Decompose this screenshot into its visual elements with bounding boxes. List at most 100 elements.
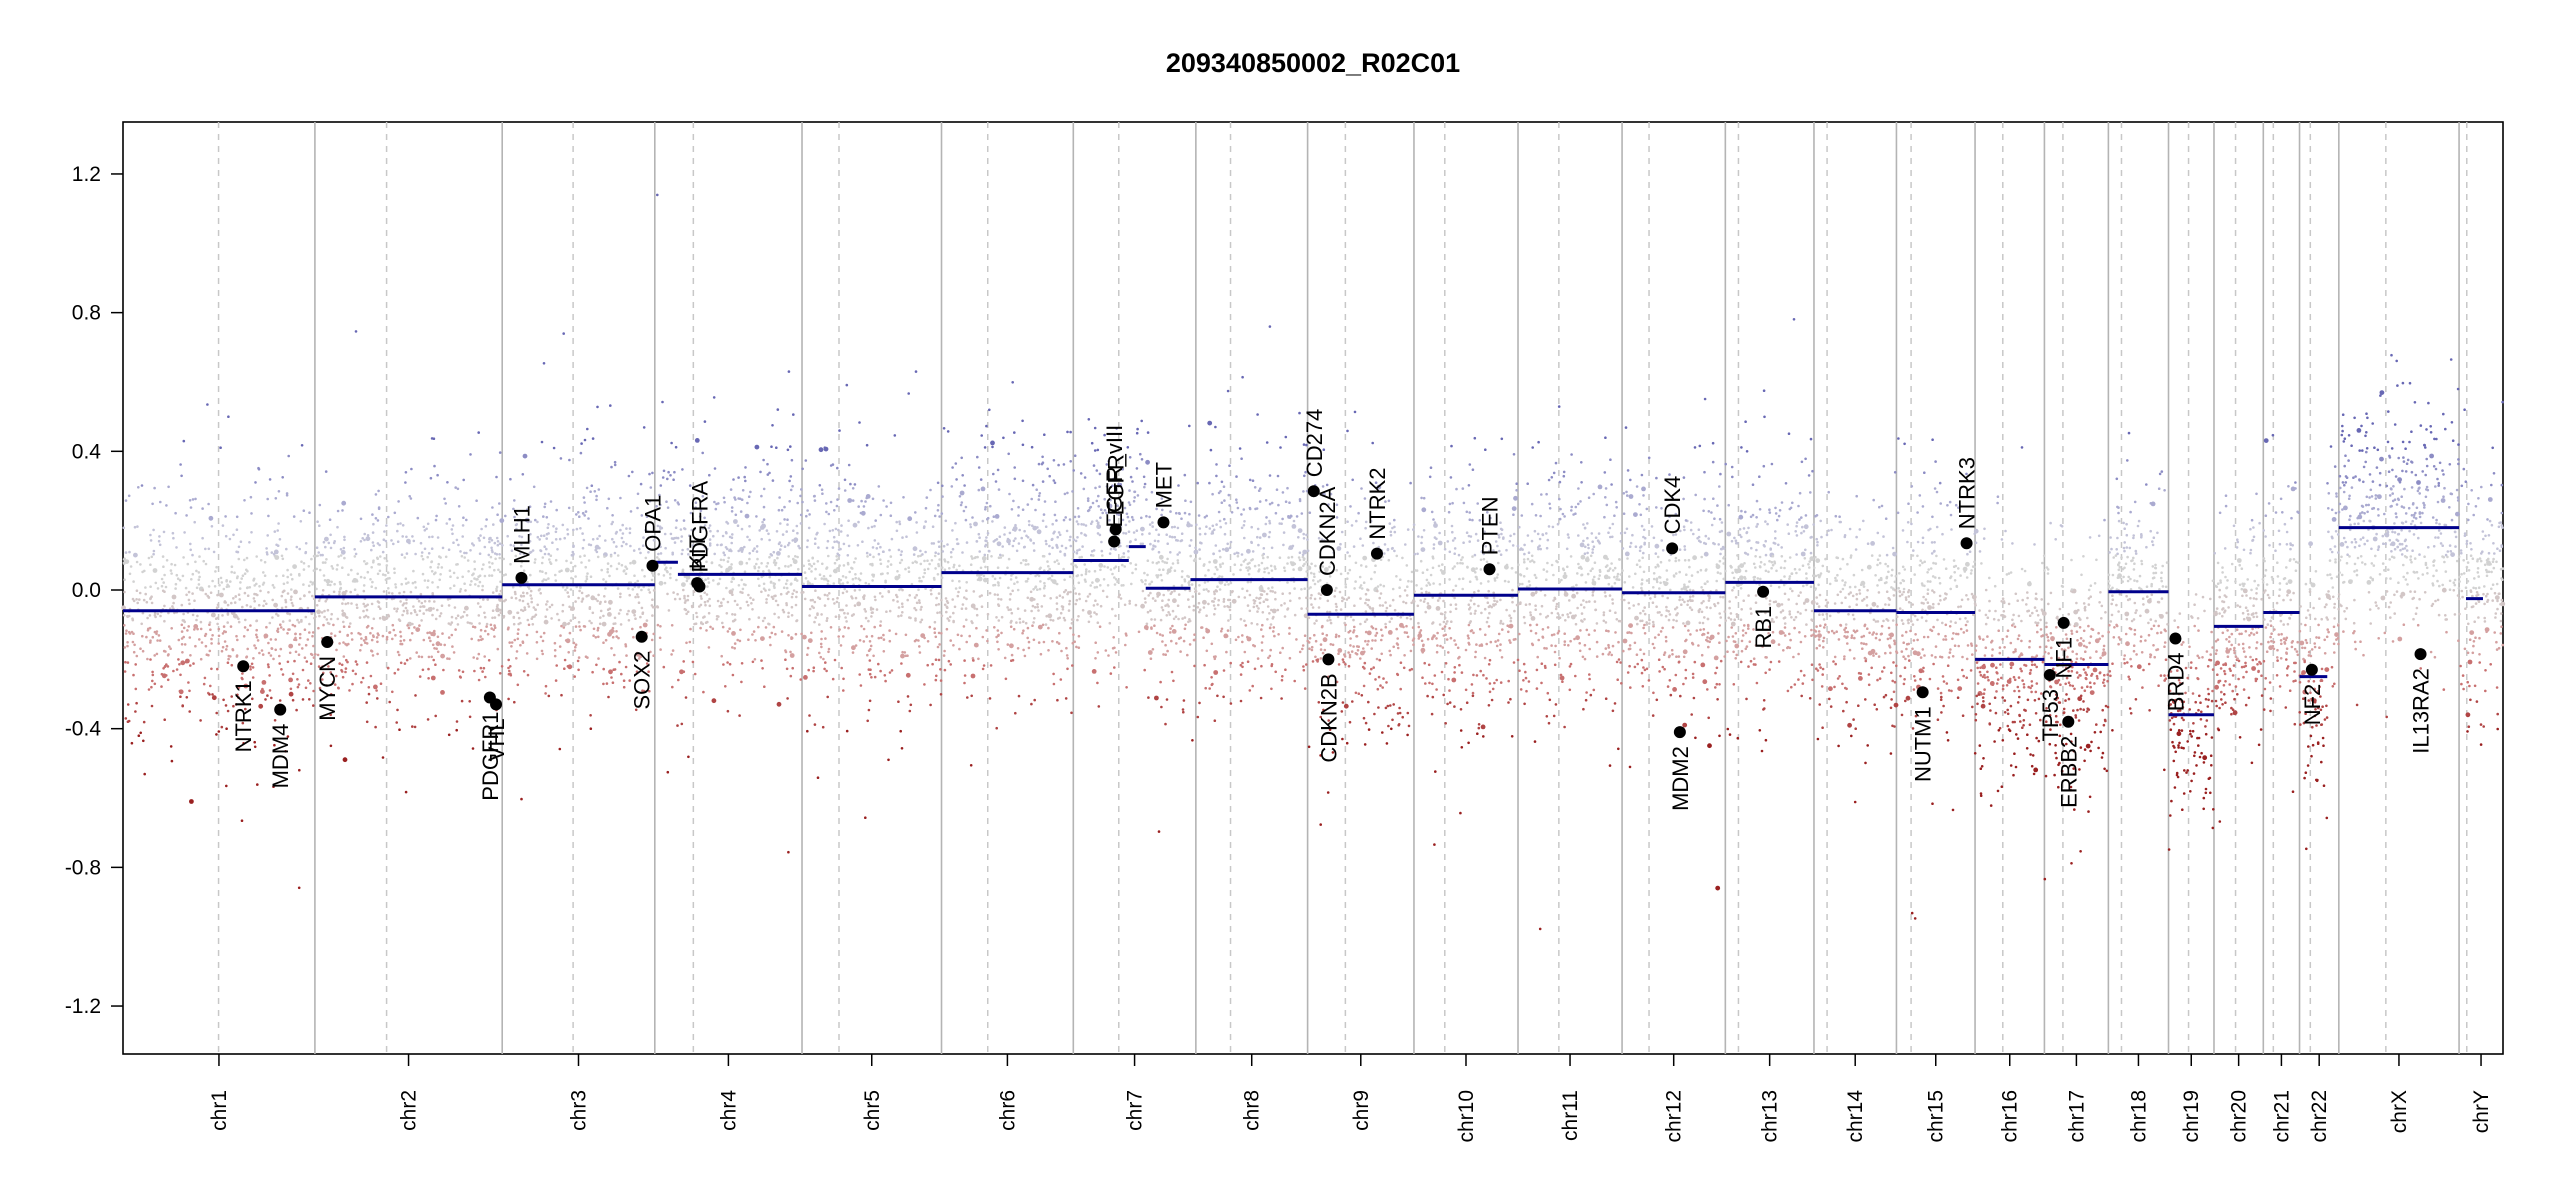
probe-point <box>1099 584 1102 587</box>
probe-point <box>1932 625 1935 629</box>
probe-point <box>2337 597 2340 600</box>
probe-point <box>265 625 268 629</box>
probe-point <box>367 686 371 689</box>
probe-point <box>1446 702 1449 706</box>
probe-point <box>1734 657 1737 660</box>
probe-point <box>2360 424 2363 428</box>
probe-point <box>1587 633 1591 636</box>
probe-point <box>1449 603 1453 607</box>
probe-point <box>1820 685 1824 688</box>
probe-point <box>1214 544 1218 547</box>
probe-point <box>234 703 238 706</box>
probe-point <box>880 636 883 640</box>
probe-point <box>1716 504 1719 507</box>
probe-point <box>1634 615 1639 621</box>
probe-point <box>2134 611 2137 615</box>
probe-point <box>180 474 183 478</box>
probe-point <box>1543 664 1547 668</box>
probe-point <box>1091 669 1097 674</box>
probe-point <box>2419 667 2422 670</box>
probe-point <box>2378 471 2382 475</box>
probe-point <box>2388 558 2391 561</box>
probe-point <box>2284 706 2288 709</box>
probe-point <box>1040 605 1044 608</box>
probe-point <box>841 591 845 595</box>
probe-point <box>2455 488 2459 492</box>
probe-point <box>148 614 152 617</box>
probe-point <box>1037 462 1041 466</box>
probe-point <box>897 614 900 618</box>
probe-point <box>1009 643 1014 649</box>
probe-point <box>842 542 846 546</box>
probe-point <box>2017 634 2021 637</box>
probe-point <box>422 525 426 529</box>
probe-point <box>806 509 809 512</box>
probe-point <box>1241 661 1244 665</box>
probe-point <box>2388 456 2392 459</box>
probe-point <box>2266 593 2270 597</box>
probe-point <box>685 579 689 583</box>
probe-point <box>317 665 321 668</box>
probe-point <box>1934 460 1937 463</box>
probe-point <box>1076 507 1080 510</box>
probe-point <box>1570 509 1573 512</box>
probe-point <box>1699 540 1702 544</box>
probe-point <box>937 658 941 662</box>
probe-point <box>2022 724 2025 727</box>
probe-point <box>189 654 192 657</box>
probe-point <box>2286 674 2289 677</box>
probe-point <box>2145 545 2148 549</box>
probe-point <box>2233 646 2236 650</box>
probe-point <box>1655 506 1658 509</box>
probe-point <box>1885 553 1889 557</box>
probe-point <box>2393 547 2397 551</box>
probe-point <box>2330 665 2334 669</box>
probe-point <box>2153 655 2156 659</box>
probe-point <box>282 582 286 586</box>
probe-point <box>2463 534 2467 537</box>
probe-point <box>628 679 631 682</box>
probe-point <box>235 515 239 519</box>
probe-point <box>730 536 734 539</box>
probe-point <box>2163 489 2166 492</box>
probe-point <box>483 545 487 549</box>
probe-point <box>216 616 219 620</box>
probe-point <box>680 540 683 543</box>
probe-point <box>2031 754 2035 757</box>
probe-point <box>631 559 637 565</box>
probe-point <box>1193 664 1196 668</box>
probe-point <box>1425 584 1428 587</box>
probe-point <box>580 561 583 564</box>
probe-point <box>1493 681 1496 685</box>
probe-point <box>2251 627 2254 631</box>
probe-point <box>833 561 837 565</box>
probe-point <box>2050 656 2053 660</box>
probe-point <box>2500 483 2504 487</box>
probe-point <box>2377 546 2381 549</box>
probe-point <box>1026 626 1030 630</box>
probe-point <box>1479 582 1483 585</box>
probe-point <box>1237 635 1240 639</box>
probe-point <box>2425 566 2429 570</box>
probe-point <box>2088 536 2092 539</box>
probe-point <box>425 608 428 612</box>
probe-point <box>2457 443 2460 446</box>
probe-point <box>1468 580 1472 583</box>
probe-point <box>1309 586 1312 589</box>
probe-point <box>1182 699 1186 702</box>
probe-point <box>440 566 444 569</box>
probe-point <box>1080 531 1083 535</box>
probe-point <box>1229 581 1233 585</box>
probe-point <box>1531 559 1534 562</box>
probe-point <box>1239 617 1243 621</box>
probe-point <box>225 784 228 788</box>
probe-point <box>1664 639 1668 643</box>
probe-point <box>2471 594 2474 598</box>
probe-point <box>2442 495 2445 499</box>
probe-point <box>303 656 307 659</box>
probe-point <box>1764 569 1768 573</box>
probe-point <box>1313 633 1316 637</box>
probe-point <box>576 659 580 663</box>
probe-point <box>726 600 730 604</box>
probe-point <box>1208 560 1211 564</box>
